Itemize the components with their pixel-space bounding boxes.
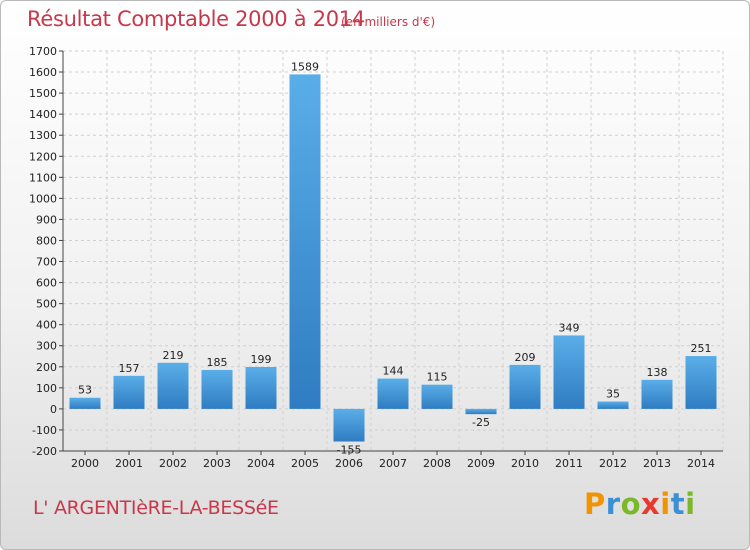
commune-name: L' ARGENTIèRE-LA-BESSéE xyxy=(33,497,279,519)
data-label: 115 xyxy=(427,371,448,384)
bars xyxy=(69,74,717,442)
bar xyxy=(465,408,497,415)
logo-letter: P xyxy=(584,487,606,521)
data-label: 219 xyxy=(163,349,184,362)
y-tick-label: 900 xyxy=(36,213,57,226)
data-label: 157 xyxy=(119,362,140,375)
data-label: 35 xyxy=(606,388,620,401)
bar xyxy=(641,379,673,409)
bar xyxy=(597,401,629,409)
y-tick-label: 1600 xyxy=(29,66,57,79)
bar xyxy=(69,397,101,409)
x-tick-label: 2010 xyxy=(511,457,539,470)
proxiti-logo: Proxiti xyxy=(584,487,696,521)
x-tick-label: 2004 xyxy=(247,457,275,470)
data-label: -25 xyxy=(472,416,490,429)
y-tick-label: 800 xyxy=(36,234,57,247)
data-label: 1589 xyxy=(291,60,319,73)
data-label: 138 xyxy=(647,366,668,379)
y-tick-label: 700 xyxy=(36,256,57,269)
data-label: 251 xyxy=(691,342,712,355)
x-tick-label: 2005 xyxy=(291,457,319,470)
x-tick-label: 2012 xyxy=(599,457,627,470)
data-label: -155 xyxy=(337,444,362,457)
chart-subtitle: (en milliers d'€) xyxy=(341,15,436,29)
bar xyxy=(377,378,409,409)
data-label: 53 xyxy=(78,384,92,397)
x-tick-label: 2014 xyxy=(687,457,715,470)
y-tick-label: -200 xyxy=(32,445,57,458)
y-tick-label: 100 xyxy=(36,382,57,395)
bar xyxy=(421,384,453,409)
y-tick-label: 1000 xyxy=(29,192,57,205)
logo-letter: x xyxy=(641,487,661,521)
axes: -200 -100 0 100 200 300 400 500 600 700 800 900 1000… xyxy=(29,45,723,470)
y-tick-label: 0 xyxy=(50,403,57,416)
bar xyxy=(553,335,585,409)
bar xyxy=(245,367,277,409)
data-labels: 53 157 219 185 199 1589 -155 144 115 -25 209 349 35 1… xyxy=(78,60,712,456)
y-tick-label: 500 xyxy=(36,298,57,311)
y-tick-label: 1200 xyxy=(29,150,57,163)
y-tick-label: 1700 xyxy=(29,45,57,58)
y-tick-label: 1400 xyxy=(29,108,57,121)
x-tick-label: 2002 xyxy=(159,457,187,470)
data-label: 185 xyxy=(207,356,228,369)
x-tick-label: 2009 xyxy=(467,457,495,470)
y-tick-label: 1500 xyxy=(29,87,57,100)
x-tick-label: 2001 xyxy=(115,457,143,470)
data-label: 199 xyxy=(251,353,272,366)
x-tick-label: 2007 xyxy=(379,457,407,470)
chart-title: Résultat Comptable 2000 à 2014 xyxy=(27,7,365,31)
y-tick-label: 400 xyxy=(36,319,57,332)
x-tick-label: 2003 xyxy=(203,457,231,470)
data-label: 209 xyxy=(515,351,536,364)
y-tick-label: 600 xyxy=(36,277,57,290)
bar xyxy=(201,369,233,409)
x-tick-label: 2013 xyxy=(643,457,671,470)
bar xyxy=(289,74,321,409)
x-tick-label: 2000 xyxy=(71,457,99,470)
data-label: 349 xyxy=(559,321,580,334)
bar xyxy=(685,356,717,409)
bar xyxy=(333,408,365,442)
y-tick-label: -100 xyxy=(32,424,57,437)
x-tick-label: 2006 xyxy=(335,457,363,470)
bar xyxy=(113,375,145,409)
logo-letter: i xyxy=(660,487,671,521)
x-tick-label: 2011 xyxy=(555,457,583,470)
logo-letter: o xyxy=(620,487,642,521)
y-tick-label: 300 xyxy=(36,340,57,353)
data-label: 144 xyxy=(383,365,404,378)
y-tick-label: 1100 xyxy=(29,171,57,184)
y-tick-label: 200 xyxy=(36,361,57,374)
y-tick-label: 1300 xyxy=(29,129,57,142)
logo-letter: r xyxy=(605,487,621,521)
logo-letter: i xyxy=(685,487,696,521)
bar xyxy=(157,362,189,409)
bar xyxy=(509,364,541,409)
x-tick-label: 2008 xyxy=(423,457,451,470)
logo-letter: t xyxy=(670,487,686,521)
